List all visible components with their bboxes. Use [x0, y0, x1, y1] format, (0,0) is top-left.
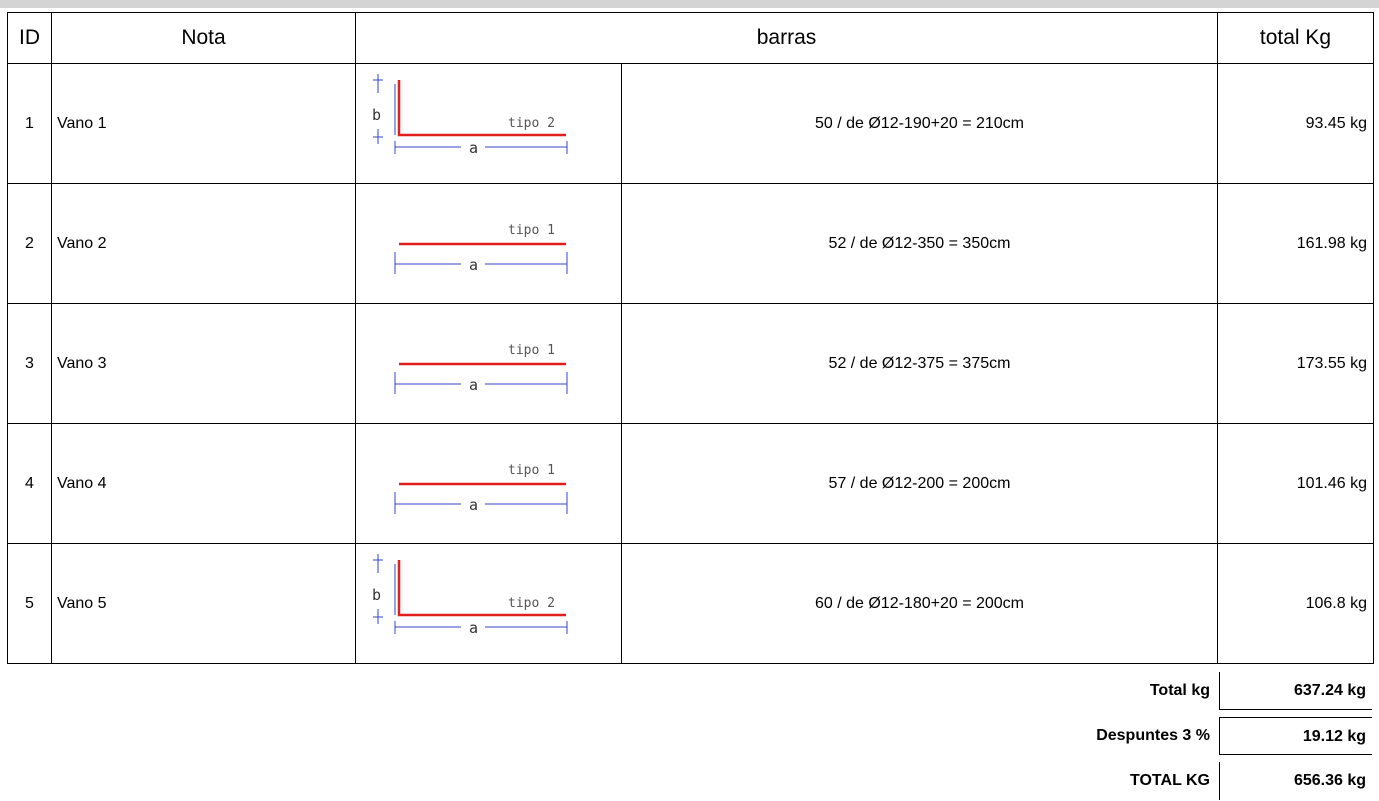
row-description: 52 / de Ø12-375 = 375cm — [621, 303, 1218, 424]
header-row: ID Nota barras total Kg — [7, 12, 1374, 64]
tipo-label: tipo 1 — [508, 223, 555, 238]
row-total: 161.98 kg — [1217, 183, 1374, 304]
dimension-a-label: a — [469, 256, 478, 274]
summary-despuntes-row: Despuntes 3 % 19.12 kg — [0, 717, 1379, 755]
row-nota: Vano 2 — [51, 183, 356, 304]
row-nota: Vano 4 — [51, 423, 356, 544]
row-nota: Vano 5 — [51, 543, 356, 664]
dimension-a-label: a — [469, 139, 478, 157]
total-kg-value: 637.24 kg — [1219, 672, 1372, 710]
dimension-b-label: b — [372, 106, 381, 124]
dimension-a-label: a — [469, 376, 478, 394]
row-id: 1 — [7, 63, 52, 184]
tipo-label: tipo 2 — [508, 596, 555, 611]
bar-shape-diagram: tipo 1 a — [355, 183, 622, 304]
row-id: 2 — [7, 183, 52, 304]
bar-shape-diagram: tipo 1 a — [355, 423, 622, 544]
despuntes-label: Despuntes 3 % — [1096, 727, 1210, 744]
tipo-label: tipo 1 — [508, 343, 555, 358]
tipo-1-bar-icon: tipo 1 a — [394, 463, 568, 514]
tipo-2-bar-icon: b a tipo 2 — [372, 554, 568, 637]
header-total: total Kg — [1217, 12, 1374, 64]
summary-total-row: Total kg 637.24 kg — [0, 672, 1379, 710]
table-row: 2 Vano 2 tipo 1 a 52 / de Ø12-350 = 350c… — [7, 183, 1374, 304]
table-row: 4 Vano 4 tipo 1 a 57 / de Ø12-200 = 200c… — [7, 423, 1374, 544]
row-total: 101.46 kg — [1217, 423, 1374, 544]
bar-shape-diagram: tipo 1 a — [355, 303, 622, 424]
tipo-1-bar-icon: tipo 1 a — [394, 343, 568, 394]
row-id: 5 — [7, 543, 52, 664]
total-kg-label: Total kg — [1149, 682, 1210, 699]
row-id: 4 — [7, 423, 52, 544]
row-nota: Vano 1 — [51, 63, 356, 184]
dimension-a-label: a — [469, 496, 478, 514]
top-bar — [0, 0, 1379, 8]
dimension-a-label: a — [469, 619, 478, 637]
tipo-label: tipo 2 — [508, 116, 555, 131]
header-id: ID — [7, 12, 52, 64]
row-id: 3 — [7, 303, 52, 424]
table-row: 1 Vano 1 b a tipo 2 — [7, 63, 1374, 184]
bar-shape-diagram: b a tipo 2 — [355, 543, 622, 664]
tipo-label: tipo 1 — [508, 463, 555, 478]
header-nota: Nota — [51, 12, 356, 64]
row-description: 52 / de Ø12-350 = 350cm — [621, 183, 1218, 304]
table-row: 3 Vano 3 tipo 1 a 52 / de Ø12-375 = 375c… — [7, 303, 1374, 424]
header-barras: barras — [355, 12, 1218, 64]
tipo-2-bar-icon: b a tipo 2 — [372, 74, 568, 157]
row-total: 93.45 kg — [1217, 63, 1374, 184]
grand-total-value: 656.36 kg — [1219, 762, 1372, 800]
dimension-b-label: b — [372, 586, 381, 604]
bar-schedule-table: ID Nota barras total Kg 1 Vano 1 b — [7, 12, 1374, 664]
row-description: 57 / de Ø12-200 = 200cm — [621, 423, 1218, 544]
row-description: 60 / de Ø12-180+20 = 200cm — [621, 543, 1218, 664]
despuntes-value: 19.12 kg — [1219, 717, 1372, 755]
row-nota: Vano 3 — [51, 303, 356, 424]
table-row: 5 Vano 5 b a tipo 2 — [7, 543, 1374, 664]
summary-grand-total-row: TOTAL KG 656.36 kg — [0, 762, 1379, 800]
bar-shape-diagram: b a tipo 2 — [355, 63, 622, 184]
row-description: 50 / de Ø12-190+20 = 210cm — [621, 63, 1218, 184]
row-total: 173.55 kg — [1217, 303, 1374, 424]
grand-total-label: TOTAL KG — [1130, 772, 1210, 789]
row-total: 106.8 kg — [1217, 543, 1374, 664]
tipo-1-bar-icon: tipo 1 a — [394, 223, 568, 274]
